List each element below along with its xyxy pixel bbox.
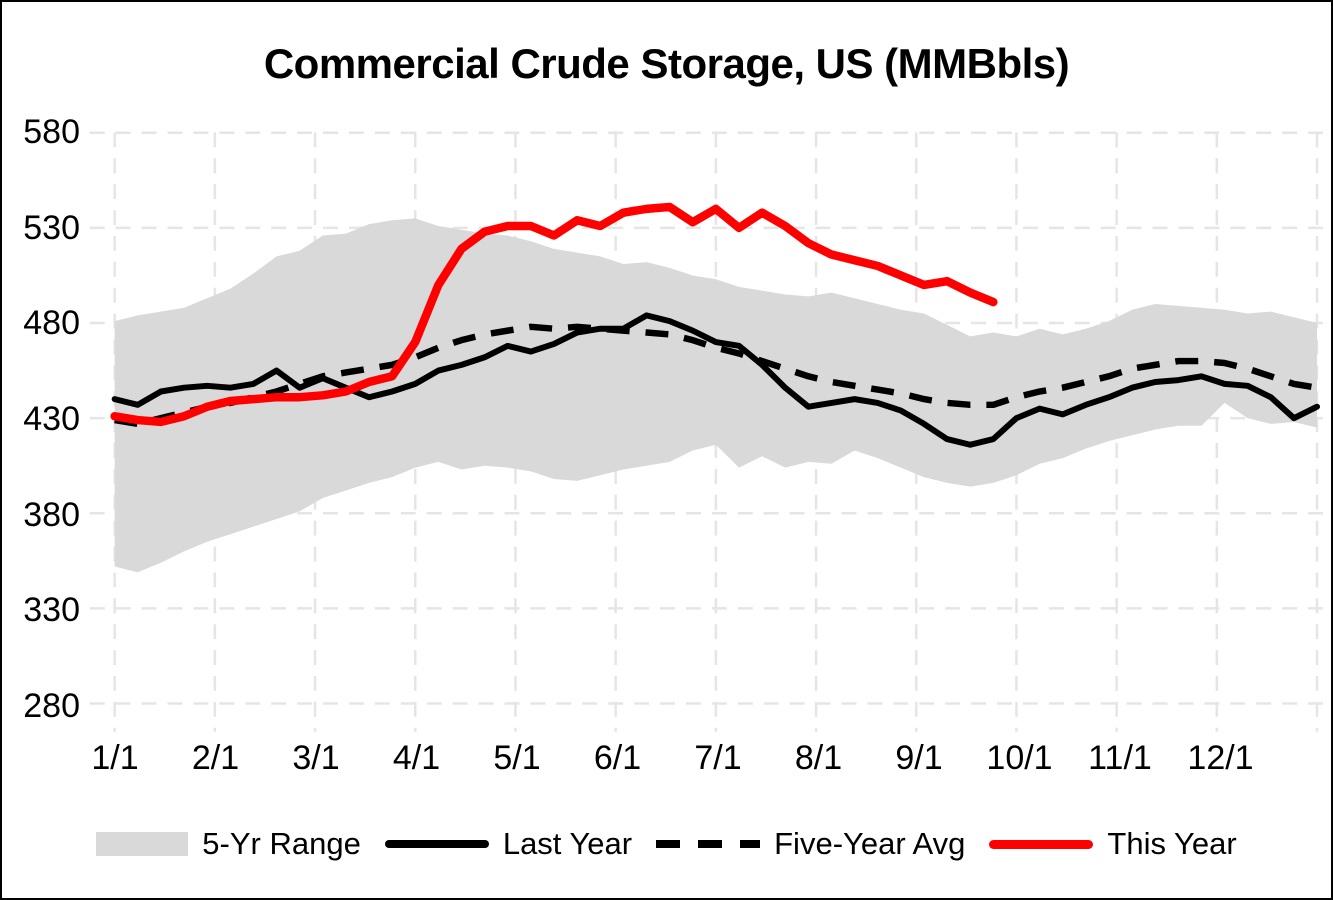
y-tick-label: 580: [23, 113, 80, 152]
series-this-year-line: [110, 202, 998, 427]
x-tick-label: 12/1: [1187, 739, 1254, 777]
x-tick-label: 8/1: [794, 739, 843, 777]
legend-item-range: 5-Yr Range: [96, 826, 361, 862]
y-tick-label: 280: [23, 686, 80, 725]
x-tick-label: 4/1: [392, 739, 441, 777]
legend-item-five-year-avg: Five-Year Avg: [656, 826, 965, 862]
x-tick-label: 9/1: [895, 739, 943, 777]
legend-item-this-year: This Year: [989, 826, 1237, 862]
solid-line-swatch-icon: [384, 840, 489, 848]
y-tick-label: 530: [23, 208, 80, 247]
y-tick-label: 430: [23, 400, 80, 438]
x-tick-label: 2/1: [191, 739, 240, 777]
red-line-swatch-icon: [989, 839, 1094, 849]
y-tick-label: 330: [23, 591, 80, 630]
dashed-line-swatch-icon: [656, 840, 761, 848]
y-tick-label: 380: [23, 495, 80, 534]
x-tick-label: 3/1: [292, 739, 340, 777]
series-five-year-avg-line: [114, 323, 1318, 428]
range-swatch-icon: [96, 832, 189, 856]
legend-label-this-year: This Year: [1107, 826, 1237, 861]
x-tick-label: 5/1: [493, 739, 541, 777]
legend: 5-Yr Range Last Year Five-Year Avg This …: [2, 826, 1331, 862]
x-tick-label: 6/1: [593, 739, 642, 777]
x-tick-label: 7/1: [694, 739, 742, 777]
legend-label-range: 5-Yr Range: [202, 826, 361, 861]
legend-label-last-year: Last Year: [502, 826, 633, 861]
legend-item-last-year: Last Year: [384, 826, 633, 862]
legend-label-five-year-avg: Five-Year Avg: [774, 826, 966, 861]
chart-title: Commercial Crude Storage, US (MMBbls): [263, 40, 1070, 87]
x-tick-label: 11/1: [1088, 739, 1152, 777]
x-tick-label: 1/1: [91, 739, 139, 777]
y-tick-label: 480: [23, 304, 80, 343]
five-year-range-band: [114, 218, 1318, 573]
x-tick-label: 10/1: [986, 739, 1053, 777]
